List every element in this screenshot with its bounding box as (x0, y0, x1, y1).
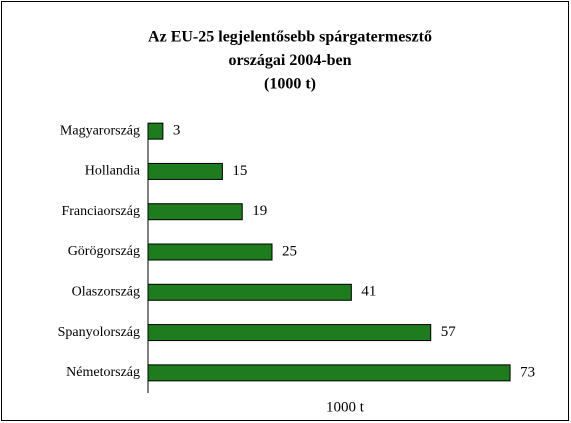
value-label: 19 (252, 203, 267, 219)
value-label: 15 (232, 163, 247, 179)
bar (147, 283, 352, 301)
y-tick-label: Magyarország (60, 123, 140, 138)
bar (147, 162, 223, 180)
value-label: 41 (361, 284, 376, 300)
y-tick-label: Németország (66, 365, 140, 380)
chart-title: országai 2004-ben (228, 52, 351, 69)
y-tick-label: Franciaország (61, 204, 140, 219)
y-tick-label: Görögország (68, 244, 140, 259)
bar (147, 203, 243, 221)
value-label: 3 (173, 123, 181, 139)
x-axis-label: 1000 t (326, 399, 365, 415)
chart-title: (1000 t) (264, 76, 316, 93)
value-label: 73 (520, 364, 535, 380)
chart-title: Az EU-25 legjelentősebb spárgatermesztő (148, 29, 432, 46)
y-tick-label: Spanyolország (58, 325, 140, 340)
y-tick-label: Hollandia (85, 164, 141, 179)
bar (147, 243, 273, 261)
bar (147, 324, 432, 342)
value-label: 25 (282, 243, 297, 259)
value-label: 57 (441, 324, 457, 340)
bar (147, 364, 511, 382)
bar (147, 122, 164, 140)
y-tick-label: Olaszország (72, 285, 140, 300)
